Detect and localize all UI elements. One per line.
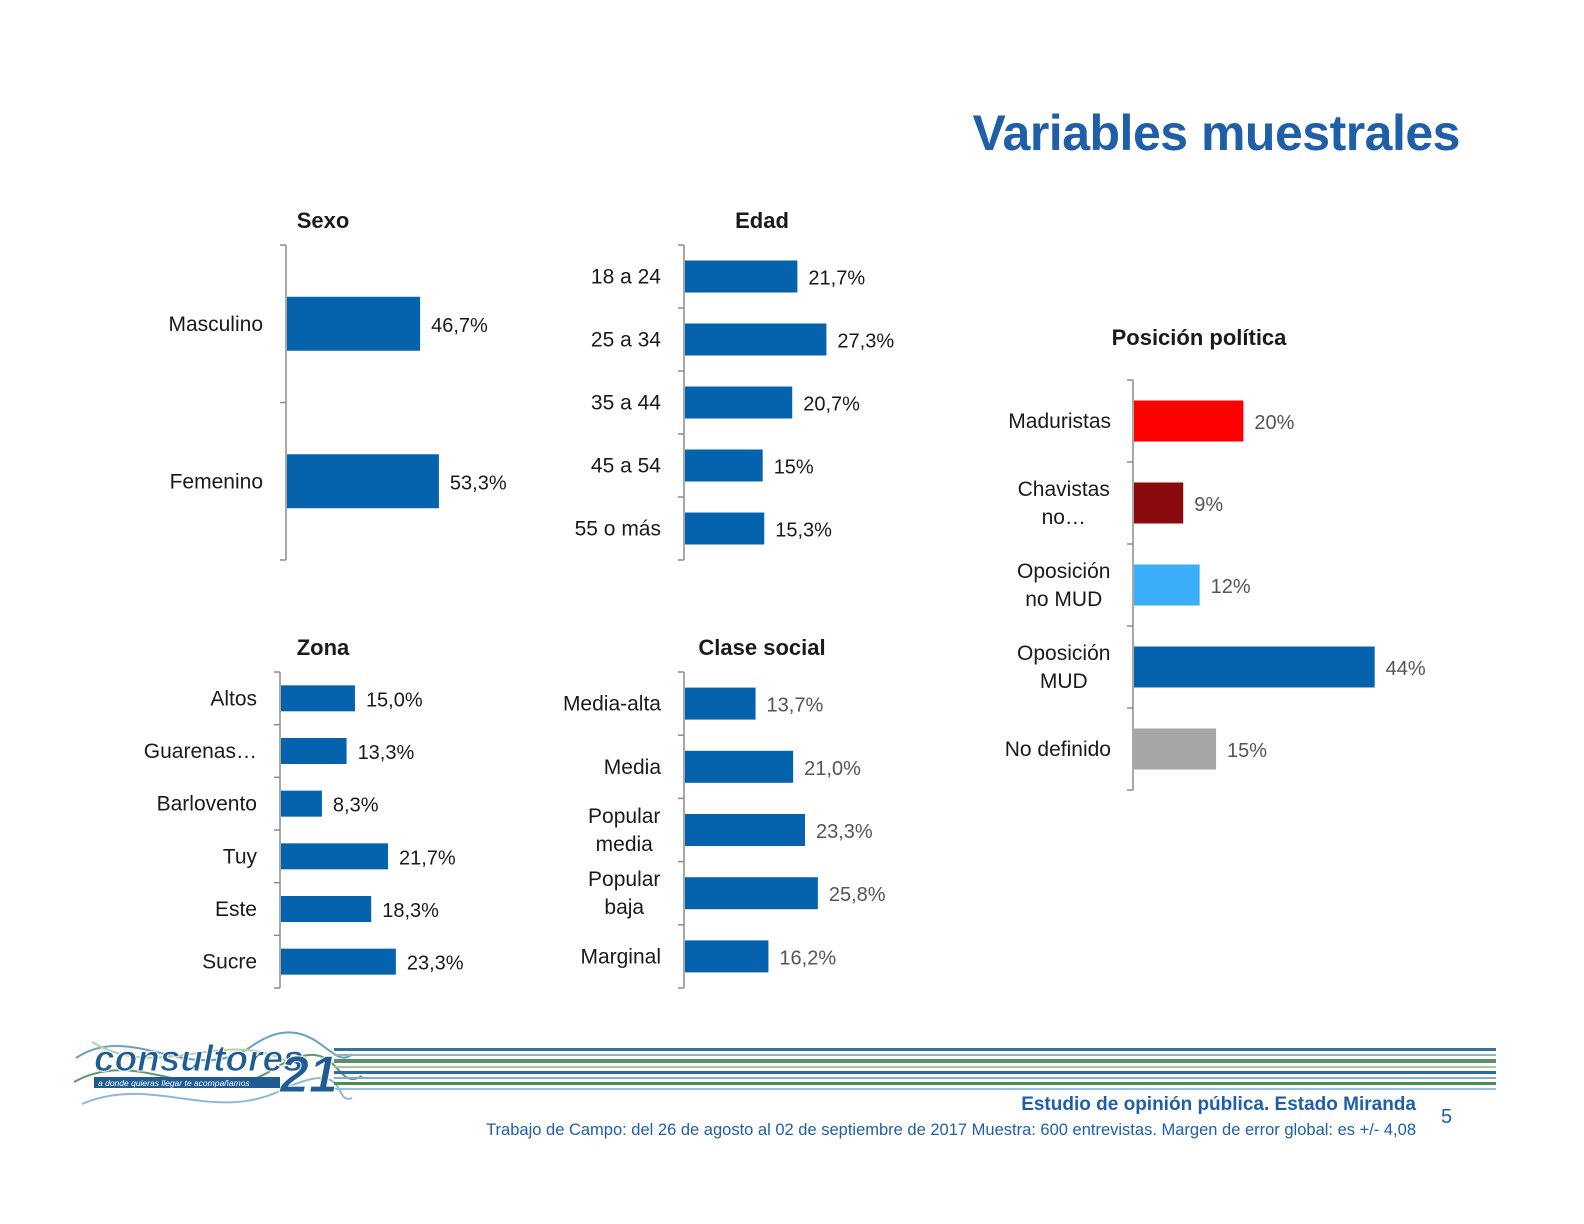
data-label: 15% [774,457,814,479]
logo-tagline: a donde quieras llegar te acompañamos [98,1078,250,1088]
charts-area: Sexo 46,7% Masculino 53,3% Femenino Edad 21,7%… [0,0,1584,1000]
chart-edad: Edad 21,7% 18 a 24 27,3% 25 a 34 20,7% 35 a 44… [575,208,895,560]
category-label: Altos [210,687,257,710]
data-label: 20,7% [803,394,860,416]
bar [287,297,420,351]
data-label: 8,3% [333,795,379,817]
bar [281,843,388,869]
category-label: 25 a 34 [591,329,661,352]
bar [685,940,768,972]
category-label: Guarenas… [144,740,257,763]
category-label: Chavistas no… [1018,478,1110,529]
category-label: Popular baja [588,868,660,919]
category-label: Oposición no MUD [1017,560,1110,611]
chart-zona: Zona 15,0% Altos 13,3% Guarenas… 8,3% Barloven… [144,635,464,988]
bar [685,261,797,293]
category-label: Media [604,756,662,779]
logo-brand-text: consultores [94,1038,304,1079]
data-label: 12% [1211,576,1251,598]
category-label: Femenino [170,470,263,493]
data-label: 23,3% [407,953,464,975]
chart-title: Sexo [297,208,350,233]
bar [685,324,826,356]
data-label: 13,3% [358,742,415,764]
category-label: 18 a 24 [591,266,661,289]
bar [1134,647,1375,688]
category-label: Marginal [580,945,661,968]
category-label: Tuy [223,845,258,868]
bar [281,949,396,975]
data-label: 46,7% [431,315,488,337]
bar [281,791,322,817]
data-label: 21,7% [808,268,865,290]
bar [685,751,793,783]
chart-clase-social: Clase social 13,7% Media-alta 21,0% Media 23,… [563,635,886,988]
chart-title: Edad [735,208,789,233]
data-label: 27,3% [837,331,894,353]
bar [287,454,439,508]
category-label: Oposición MUD [1017,642,1110,693]
category-label: No definido [1005,738,1111,761]
logo-number-text: 21 [279,1046,338,1104]
data-label: 15% [1227,740,1267,762]
data-label: 15,3% [775,520,832,542]
bar [1134,729,1216,770]
chart-posicion-politica: Posición política 20% Maduristas 9% Chavista… [1005,325,1426,790]
data-label: 16,2% [779,947,836,969]
category-label: Masculino [168,313,263,336]
bar [1134,401,1243,442]
bar [685,450,763,482]
chart-title: Posición política [1112,325,1288,350]
bar [281,685,355,711]
bar [281,896,371,922]
data-label: 21,7% [399,847,456,869]
category-label: 35 a 44 [591,392,661,415]
data-label: 25,8% [829,884,886,906]
category-label: Maduristas [1008,410,1111,433]
data-label: 13,7% [767,695,824,717]
category-label: Sucre [202,951,257,974]
bar [685,387,792,419]
logo-stripes [334,1048,1496,1090]
chart-sexo: Sexo 46,7% Masculino 53,3% Femenino [168,208,506,560]
data-label: 9% [1194,494,1223,516]
data-label: 15,0% [366,689,423,711]
data-label: 44% [1386,658,1426,680]
category-label: Barlovento [157,793,257,816]
data-label: 53,3% [450,472,507,494]
chart-title: Clase social [698,635,825,660]
category-label: 55 o más [575,518,661,541]
bar [1134,565,1200,606]
category-label: Media-alta [563,693,661,716]
data-label: 20% [1254,412,1294,434]
category-label: Este [215,898,257,921]
bar [685,814,805,846]
bar [1134,483,1183,524]
data-label: 23,3% [816,821,873,843]
category-label: 45 a 54 [591,455,661,478]
data-label: 21,0% [804,758,861,780]
category-label: Popular media [588,805,660,856]
bar [685,877,818,909]
footer-fieldwork-text: Trabajo de Campo: del 26 de agosto al 02… [486,1121,1416,1140]
page-number: 5 [1441,1106,1452,1129]
bar [685,513,764,545]
bar [281,738,347,764]
chart-title: Zona [297,635,350,660]
bar [685,688,756,720]
footer-study-title: Estudio de opinión pública. Estado Miran… [1021,1094,1416,1116]
data-label: 18,3% [382,900,439,922]
